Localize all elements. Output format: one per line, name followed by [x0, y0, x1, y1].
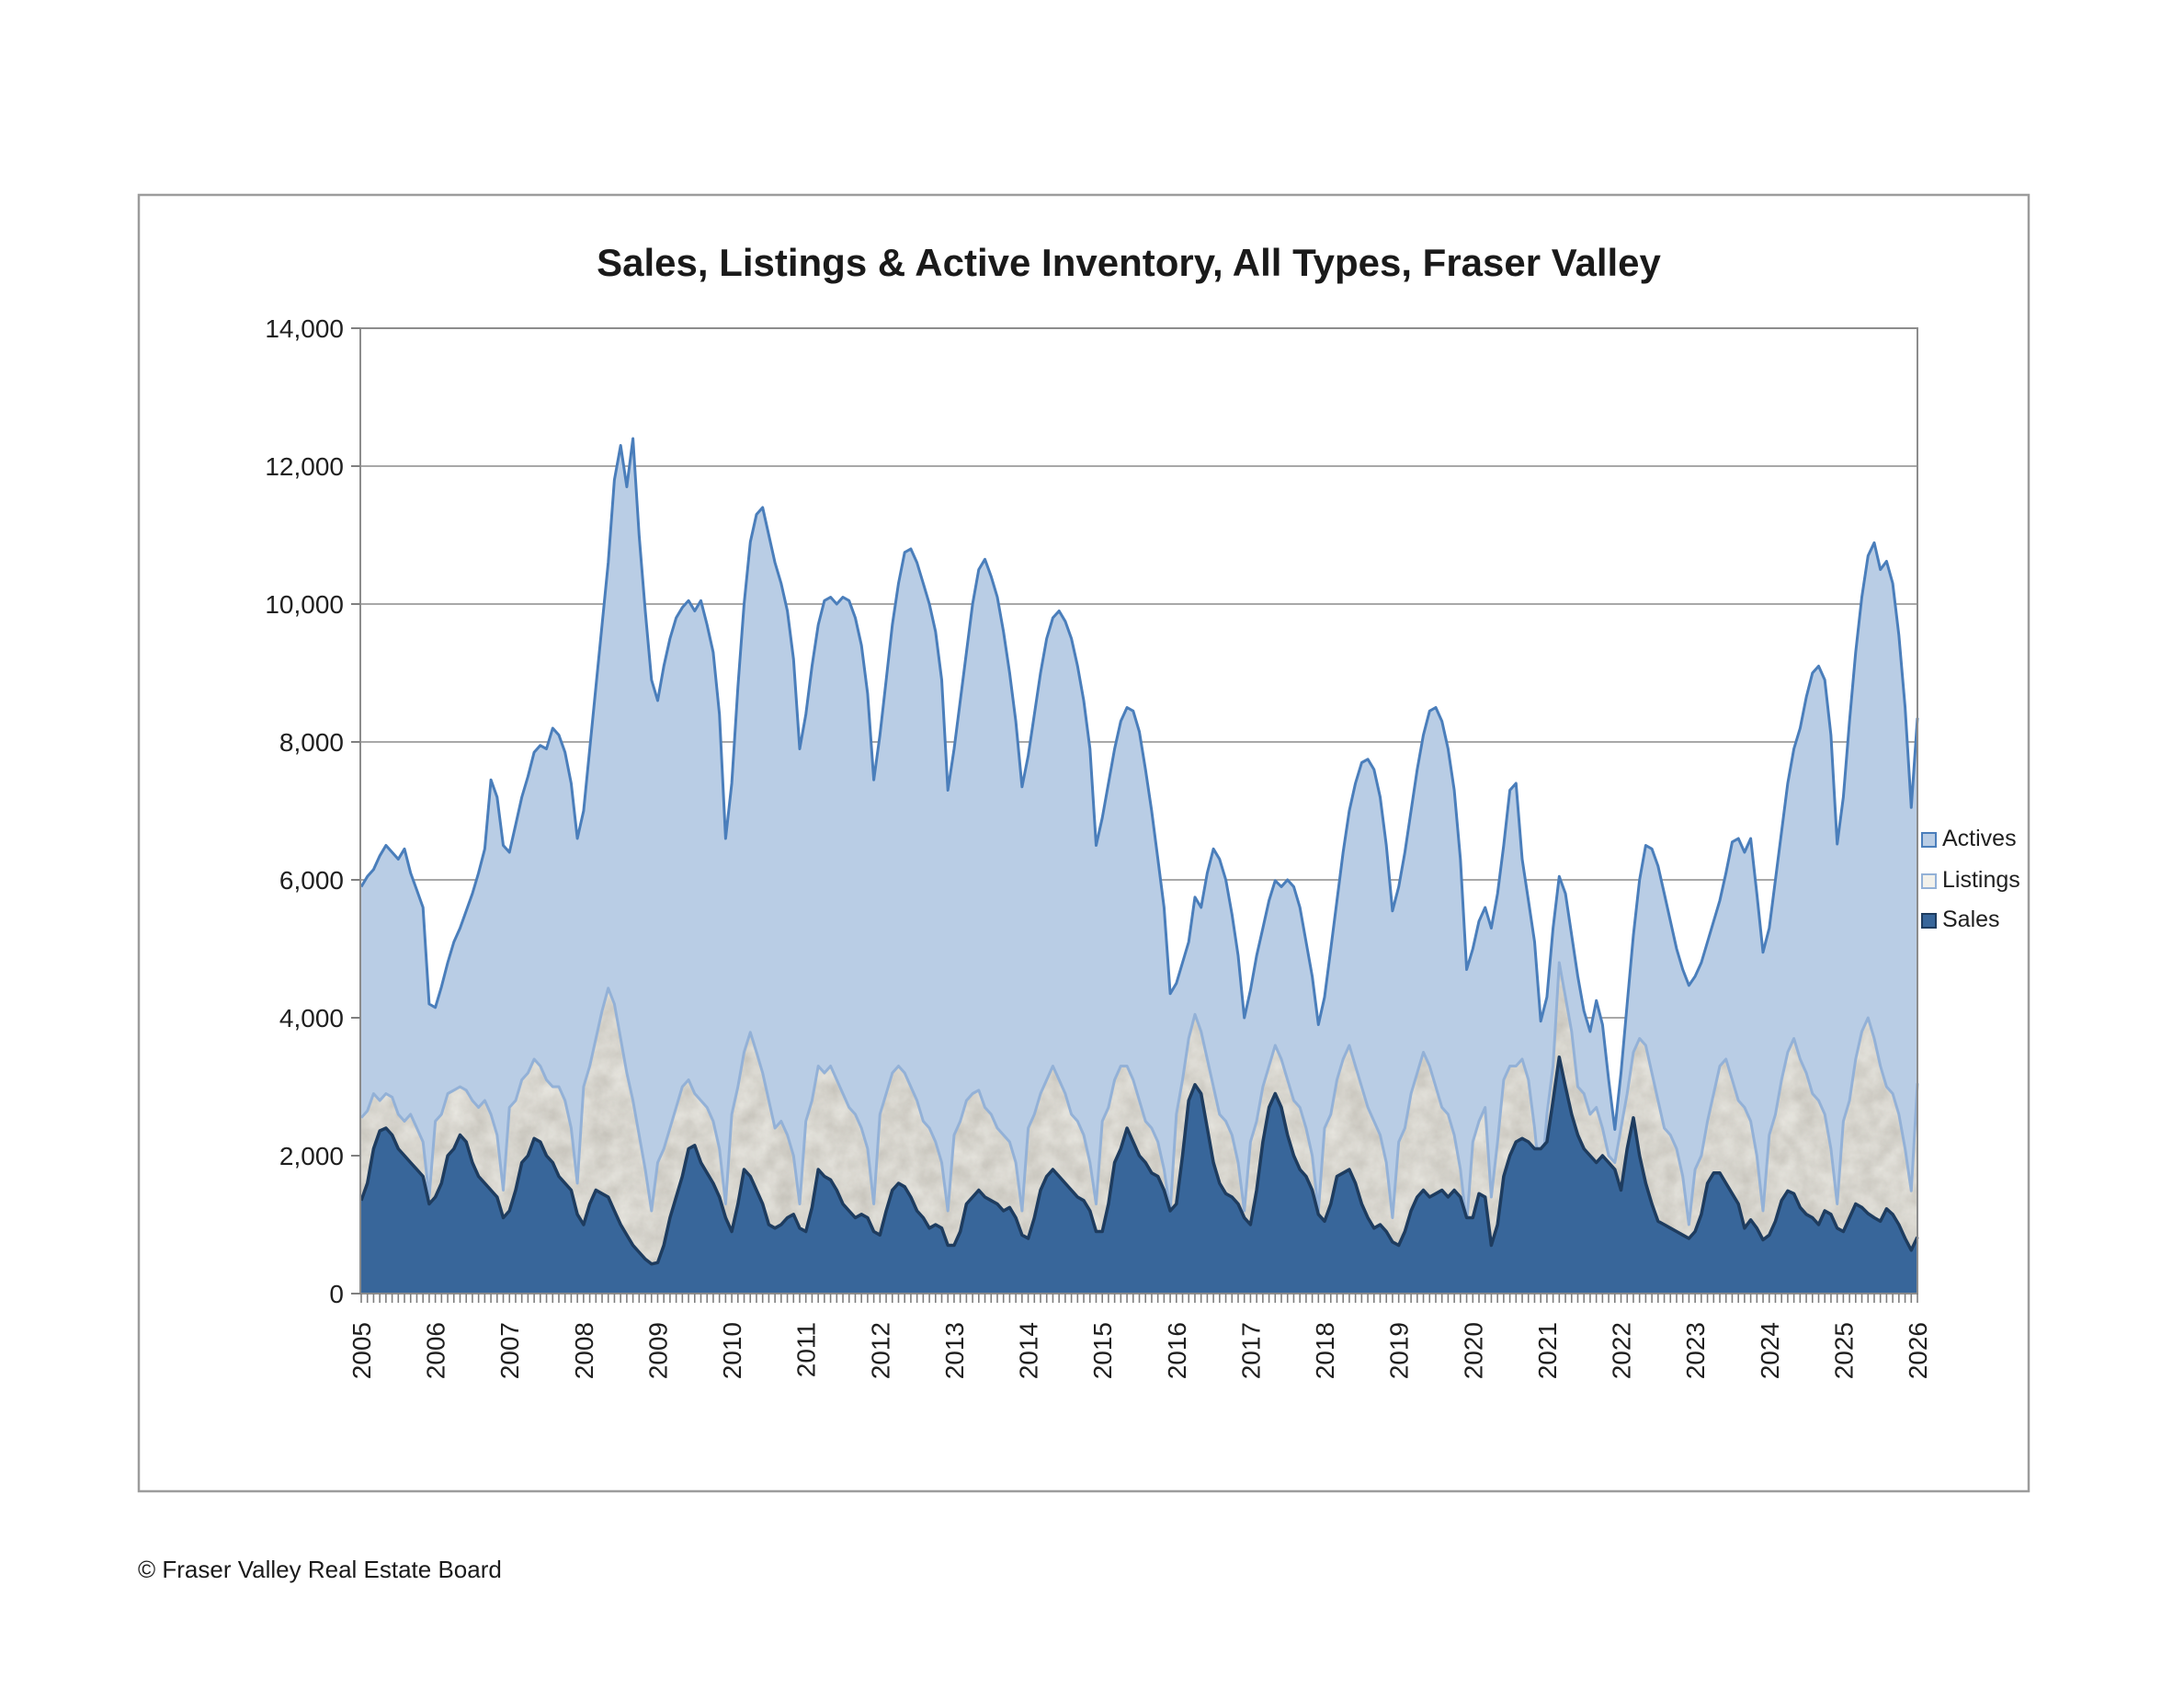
legend-label-listings: Listings [1942, 867, 2020, 893]
x-year-label-2023: 2023 [1681, 1322, 1710, 1379]
legend-item-actives: Actives [1921, 826, 2017, 851]
x-year-label-2025: 2025 [1829, 1322, 1858, 1379]
x-year-label-2020: 2020 [1459, 1322, 1487, 1379]
y-tick-label-4000: 4,000 [279, 1004, 344, 1032]
x-year-label-2018: 2018 [1311, 1322, 1339, 1379]
y-tick-label-12000: 12,000 [265, 452, 344, 481]
x-year-label-2007: 2007 [495, 1322, 524, 1379]
y-tick-label-10000: 10,000 [265, 590, 344, 619]
legend-item-listings: Listings [1921, 867, 2020, 893]
x-year-label-2005: 2005 [347, 1322, 376, 1379]
y-tick-label-8000: 8,000 [279, 728, 344, 757]
copyright-text: © Fraser Valley Real Estate Board [138, 1556, 502, 1583]
legend-swatch-sales [1921, 913, 1937, 929]
chart-title: Sales, Listings & Active Inventory, All … [597, 241, 1661, 284]
legend: Actives Listings Sales [1921, 826, 2020, 932]
x-year-label-2026: 2026 [1904, 1322, 1932, 1379]
y-tick-label-2000: 2,000 [279, 1142, 344, 1170]
x-year-label-2006: 2006 [422, 1322, 450, 1379]
x-year-label-2015: 2015 [1088, 1322, 1117, 1379]
y-tick-label-6000: 6,000 [279, 866, 344, 895]
legend-swatch-actives [1921, 832, 1937, 848]
legend-swatch-listings [1921, 873, 1937, 889]
x-year-label-2022: 2022 [1608, 1322, 1636, 1379]
legend-label-actives: Actives [1942, 826, 2017, 851]
x-year-label-2011: 2011 [792, 1322, 821, 1377]
legend-label-sales: Sales [1942, 907, 2000, 932]
y-axis: 0 2,000 4,000 6,000 8,000 10,000 12,000 14,000 [265, 314, 360, 1308]
legend-item-sales: Sales [1921, 907, 2000, 932]
x-year-label-2024: 2024 [1756, 1322, 1784, 1379]
x-year-label-2009: 2009 [643, 1322, 672, 1379]
x-year-label-2013: 2013 [940, 1322, 969, 1379]
sales-area [361, 1056, 1917, 1294]
sales-line [359, 1055, 1919, 1266]
actives-line [359, 437, 1919, 1131]
x-year-label-2021: 2021 [1533, 1322, 1562, 1379]
x-year-label-2008: 2008 [570, 1322, 598, 1379]
y-tick-label-14000: 14,000 [265, 314, 344, 343]
listings-line [359, 961, 1919, 1226]
x-year-label-2019: 2019 [1385, 1322, 1414, 1379]
x-year-label-2016: 2016 [1163, 1322, 1191, 1379]
x-axis: 2005 2006 2007 2008 2009 2010 2011 2012 2013 2014… [347, 1294, 1932, 1379]
x-year-label-2012: 2012 [866, 1322, 894, 1379]
y-tick-label-0: 0 [329, 1280, 344, 1308]
x-year-label-2014: 2014 [1015, 1322, 1043, 1379]
x-year-label-2017: 2017 [1236, 1322, 1265, 1379]
x-year-label-2010: 2010 [718, 1322, 746, 1379]
data-areas [359, 437, 1919, 1294]
